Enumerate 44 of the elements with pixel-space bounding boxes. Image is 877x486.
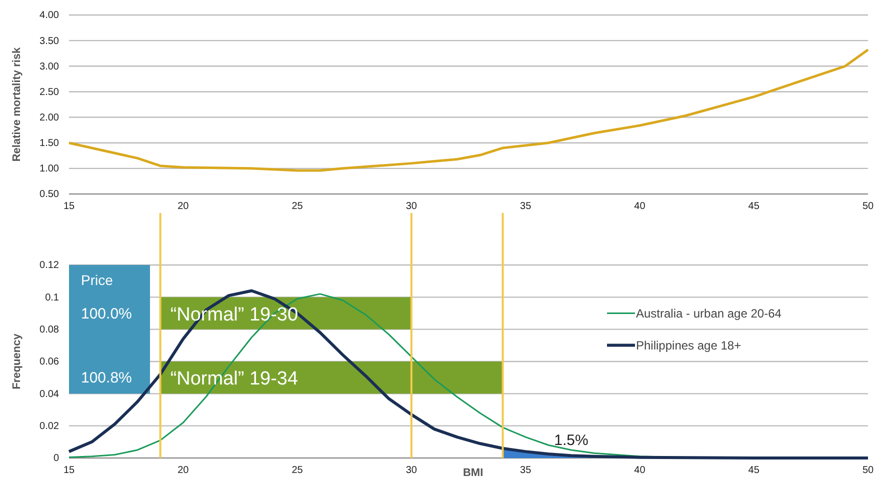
- x-tick-label: 40: [634, 201, 646, 212]
- y-tick-label: 0.12: [40, 260, 60, 272]
- annotation: 100.0%: [81, 305, 132, 322]
- y-tick-label: 3.00: [40, 61, 60, 72]
- x-tick-label: 35: [520, 201, 532, 212]
- y-axis-title: Relative mortality risk: [11, 46, 23, 162]
- line-series: [68, 48, 870, 172]
- y-tick-label: 0.06: [40, 356, 60, 368]
- x-tick-label: 15: [63, 465, 75, 476]
- band-label: “Normal” 19-30: [170, 304, 298, 326]
- y-tick-label: 0.50: [40, 189, 60, 200]
- x-tick-label: 30: [406, 201, 418, 212]
- x-tick-label: 40: [634, 465, 646, 476]
- y-tick-label: 2.00: [40, 112, 60, 124]
- annotation: 1.5%: [554, 432, 588, 450]
- y-tick-label: 0.04: [40, 388, 60, 400]
- y-tick-label: 0.1: [45, 292, 60, 304]
- legend-label: Australia - urban age 20-64: [636, 306, 782, 320]
- y-tick-label: 2.50: [40, 86, 60, 98]
- x-tick-label: 20: [178, 465, 190, 476]
- x-tick-label: 25: [292, 465, 304, 476]
- y-tick-label: 1.00: [40, 164, 60, 175]
- x-tick-label: 50: [862, 201, 874, 212]
- x-tick-label: 35: [520, 465, 532, 476]
- annotation: Price: [81, 272, 114, 288]
- x-tick-label: 25: [292, 201, 304, 212]
- annotation: 100.8%: [81, 370, 132, 387]
- x-tick-label: 20: [178, 201, 190, 212]
- y-tick-label: 3.50: [40, 36, 60, 47]
- x-tick-label: 30: [406, 465, 418, 476]
- line-series: [68, 289, 870, 460]
- y-tick-label: 1.50: [40, 138, 60, 150]
- y-tick-label: 0.08: [40, 324, 60, 336]
- y-axis-title: Frequency: [11, 332, 23, 390]
- x-tick-label: 50: [862, 465, 874, 476]
- y-tick-label: 0: [53, 453, 60, 464]
- x-axis-title: BMI: [462, 467, 484, 479]
- y-tick-label: 4.00: [40, 10, 60, 22]
- legend-label: Philippines age 18+: [636, 338, 742, 352]
- x-tick-label: 45: [748, 465, 760, 476]
- y-tick-label: 0.02: [40, 421, 60, 432]
- x-tick-label: 15: [63, 201, 75, 212]
- band-label: “Normal” 19-34: [170, 368, 299, 390]
- x-tick-label: 45: [748, 201, 760, 212]
